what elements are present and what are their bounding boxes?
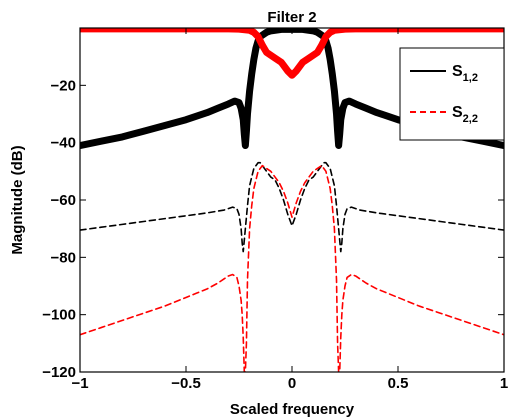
y-axis-label: Magnitude (dB) — [9, 145, 26, 254]
legend-label-s22-sub: 2,2 — [463, 113, 478, 125]
legend-label-s12: S1,2 — [452, 63, 478, 84]
y-tick-label: −20 — [51, 77, 76, 94]
x-axis-label: Scaled frequency — [230, 401, 355, 418]
y-tick-label: −120 — [42, 364, 76, 381]
x-tick-label: 0.5 — [388, 375, 409, 392]
legend-label-s12-sub: 1,2 — [463, 72, 478, 84]
series-s22-filled — [80, 28, 504, 79]
chart-title: Filter 2 — [267, 9, 316, 26]
x-tick-label: −1 — [71, 375, 88, 392]
series-s22-dashed — [80, 164, 504, 372]
x-tick-label: 1 — [500, 375, 508, 392]
legend: S1,2 S2,2 — [399, 47, 505, 141]
y-tick-label: −100 — [42, 307, 76, 324]
y-tick-label: −60 — [51, 192, 76, 209]
x-tick-label: −0.5 — [171, 375, 201, 392]
ticks-layer: −1 −0.5 0 0.5 1 −120 −100 −80 −60 −40 −20 — [42, 28, 508, 392]
legend-label-s12-base: S — [452, 63, 463, 80]
y-tick-label: −40 — [51, 135, 76, 152]
series-s12-dashed — [80, 161, 504, 253]
y-tick-label: −80 — [51, 249, 76, 266]
legend-label-s22: S2,2 — [452, 104, 478, 125]
legend-box — [399, 47, 505, 141]
legend-label-s22-base: S — [452, 104, 463, 121]
x-tick-label: 0 — [288, 375, 296, 392]
